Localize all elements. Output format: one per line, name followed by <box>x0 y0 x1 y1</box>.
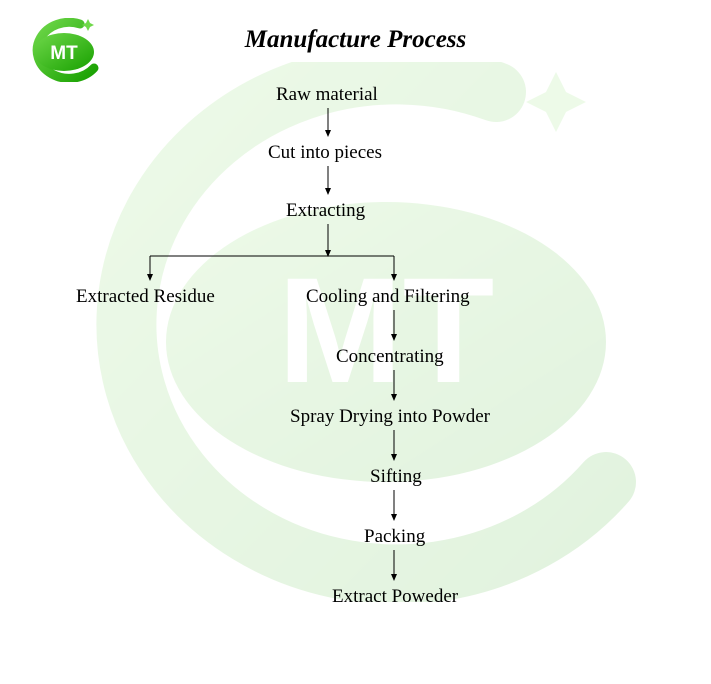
page-title: Manufacture Process <box>0 26 711 54</box>
flow-arrows <box>0 84 711 684</box>
